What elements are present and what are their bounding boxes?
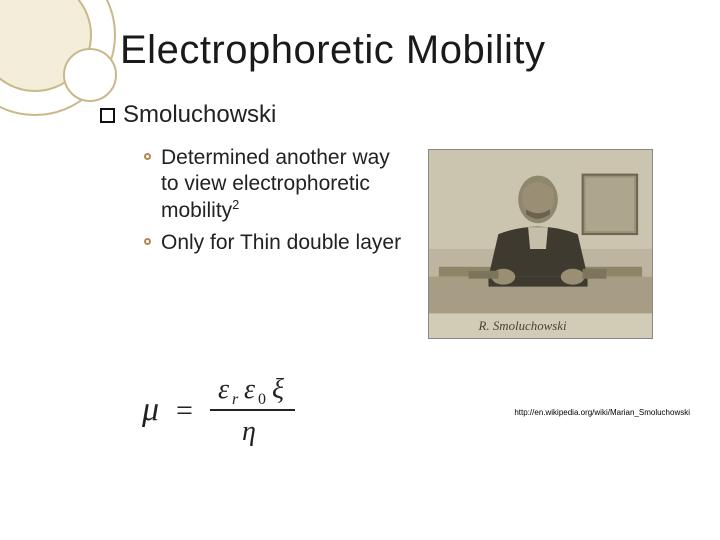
svg-text:R. Smoluchowski: R. Smoluchowski bbox=[478, 319, 567, 333]
portrait-image: R. Smoluchowski bbox=[428, 149, 653, 339]
svg-text:ε: ε bbox=[218, 374, 229, 405]
list-item-text: Only for Thin double layer bbox=[161, 230, 401, 256]
svg-text:μ: μ bbox=[141, 391, 159, 428]
list-item: Determined another way to view electroph… bbox=[144, 145, 410, 224]
svg-text:0: 0 bbox=[258, 391, 266, 408]
list-item-text: Determined another way to view electroph… bbox=[161, 145, 410, 224]
list-item: Only for Thin double layer bbox=[144, 230, 410, 256]
bullet-list: Determined another way to view electroph… bbox=[110, 139, 410, 262]
list-item-sup: 2 bbox=[232, 198, 239, 212]
square-bullet-icon bbox=[100, 108, 115, 123]
svg-text:r: r bbox=[232, 391, 239, 408]
slide-subhead: Smoluchowski bbox=[100, 101, 682, 129]
slide-title: Electrophoretic Mobility bbox=[120, 28, 682, 73]
image-credit: http://en.wikipedia.org/wiki/Marian_Smol… bbox=[514, 408, 690, 417]
equation: μ = ε r ε 0 ξ η bbox=[140, 370, 360, 450]
ring-bullet-icon bbox=[144, 238, 151, 245]
svg-text:=: = bbox=[176, 394, 193, 427]
ring-bullet-icon bbox=[144, 153, 151, 160]
svg-text:η: η bbox=[242, 416, 256, 447]
slide: Electrophoretic Mobility Smoluchowski De… bbox=[0, 0, 720, 540]
svg-text:ξ: ξ bbox=[272, 374, 284, 405]
content-columns: Determined another way to view electroph… bbox=[110, 139, 682, 339]
list-item-body: Determined another way to view electroph… bbox=[161, 146, 390, 222]
subhead-text: Smoluchowski bbox=[123, 101, 276, 129]
list-item-body: Only for Thin double layer bbox=[161, 231, 401, 254]
svg-text:ε: ε bbox=[244, 374, 255, 405]
